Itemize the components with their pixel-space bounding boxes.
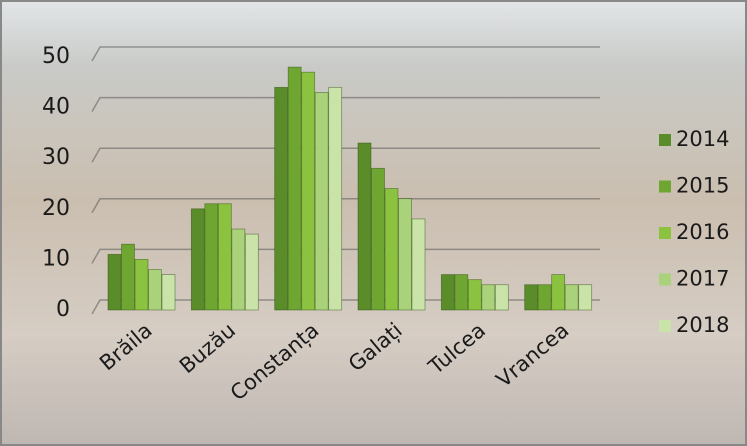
bar <box>314 92 329 311</box>
bar <box>148 269 162 311</box>
bar <box>328 86 343 311</box>
bar <box>190 208 205 311</box>
bar <box>357 142 372 311</box>
bar <box>301 71 316 311</box>
bar <box>537 284 552 311</box>
legend-swatch <box>659 180 671 193</box>
legend-label: 2017 <box>676 267 729 291</box>
y-tick-label: 20 <box>42 196 70 221</box>
bar <box>564 284 579 311</box>
y-tick-label: 10 <box>42 246 70 271</box>
bar <box>244 233 259 311</box>
bar <box>121 243 135 311</box>
grid-line <box>91 248 600 264</box>
bar <box>398 198 412 311</box>
y-tick-label: 50 <box>42 44 70 69</box>
grid-line <box>91 198 600 214</box>
bar <box>161 274 176 311</box>
bar <box>217 203 232 311</box>
bar <box>411 218 426 311</box>
legend-swatch <box>659 227 671 239</box>
bar <box>274 86 289 311</box>
grid-line <box>91 147 600 163</box>
legend-label: 2014 <box>676 127 729 151</box>
bar <box>481 284 496 311</box>
bar <box>494 284 509 311</box>
bar <box>287 66 302 311</box>
legend-label: 2018 <box>676 313 729 337</box>
grid-line <box>91 299 600 315</box>
y-tick-label: 0 <box>56 297 70 322</box>
bar <box>440 274 455 311</box>
bar <box>204 203 219 311</box>
legend-label: 2016 <box>676 220 729 244</box>
grid-line <box>91 46 600 62</box>
bar <box>467 279 482 311</box>
bar <box>371 167 385 311</box>
y-tick-label: 40 <box>42 95 70 120</box>
bar <box>524 284 539 311</box>
bar <box>231 228 246 311</box>
bar <box>134 258 149 311</box>
legend-label: 2015 <box>676 174 729 198</box>
bar <box>107 253 122 311</box>
legend-swatch <box>659 273 671 286</box>
bar <box>551 274 566 311</box>
bar <box>454 274 469 311</box>
y-tick-label: 30 <box>42 145 70 170</box>
grid-line <box>91 96 600 112</box>
bar <box>578 284 593 311</box>
bar <box>384 188 399 311</box>
legend-swatch <box>659 134 671 146</box>
legend-swatch <box>659 320 671 332</box>
